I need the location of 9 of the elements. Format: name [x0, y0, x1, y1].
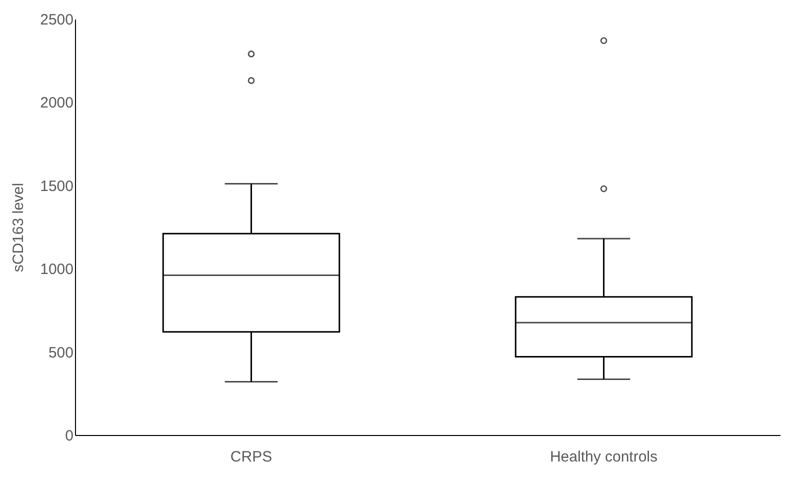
y-tick-label: 1500 [40, 178, 74, 195]
y-tick-label: 2500 [40, 12, 74, 28]
y-tick-label: 1000 [40, 261, 74, 278]
y-tick-label: 0 [65, 428, 74, 444]
y-axis-title: sCD163 level [10, 182, 28, 272]
x-tick-label: CRPS [230, 448, 272, 466]
x-tick-label: Healthy controls [550, 448, 658, 466]
y-tick-label: 500 [48, 344, 74, 362]
y-tick-label: 2000 [40, 94, 74, 112]
